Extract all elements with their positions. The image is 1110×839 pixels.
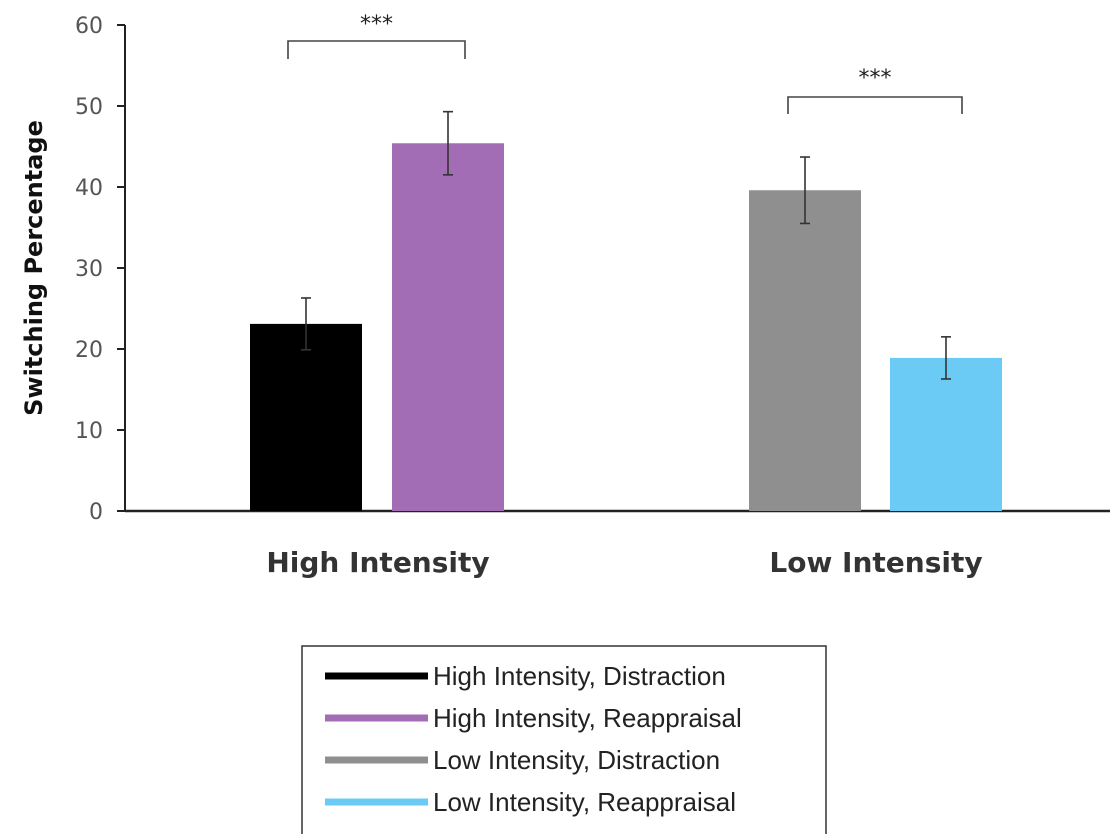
bar-1: [250, 323, 362, 511]
y-tick-label: 20: [75, 338, 103, 363]
y-tick-label: 30: [75, 257, 103, 282]
y-axis-label: Switching Percentage: [20, 120, 48, 416]
legend: High Intensity, Distraction High Intensit…: [301, 645, 827, 839]
bar-3: [749, 190, 861, 512]
bar-2: [392, 143, 504, 511]
significance-label-2: ***: [859, 66, 892, 91]
error-bars: [301, 110, 951, 380]
x-category-label: Low Intensity: [769, 546, 982, 579]
legend-entry-1: High Intensity, Distraction: [433, 661, 726, 691]
significance-bracket-2: [787, 96, 963, 114]
y-tick-label: 10: [75, 419, 103, 444]
bars: [250, 143, 1002, 512]
significance-brackets: *** ***: [287, 12, 963, 114]
axes: 0 10 20 30 40 50 60 Switching Percentage: [20, 14, 1110, 525]
legend-entry-2: High Intensity, Reappraisal: [433, 703, 742, 733]
legend-entry-3: Low Intensity, Distraction: [433, 745, 720, 775]
y-tick-label: 40: [75, 176, 103, 201]
y-tick-label: 0: [89, 500, 103, 525]
significance-bracket-1: [287, 40, 466, 59]
labels: High Intensity Low Intensity: [266, 546, 982, 579]
y-tick-label: 60: [75, 14, 103, 39]
y-tick-label: 50: [75, 95, 103, 120]
x-category-label: High Intensity: [266, 546, 489, 579]
significance-label-1: ***: [360, 12, 393, 37]
legend-entry-4: Low Intensity, Reappraisal: [433, 787, 736, 817]
bar-4: [890, 357, 1002, 511]
